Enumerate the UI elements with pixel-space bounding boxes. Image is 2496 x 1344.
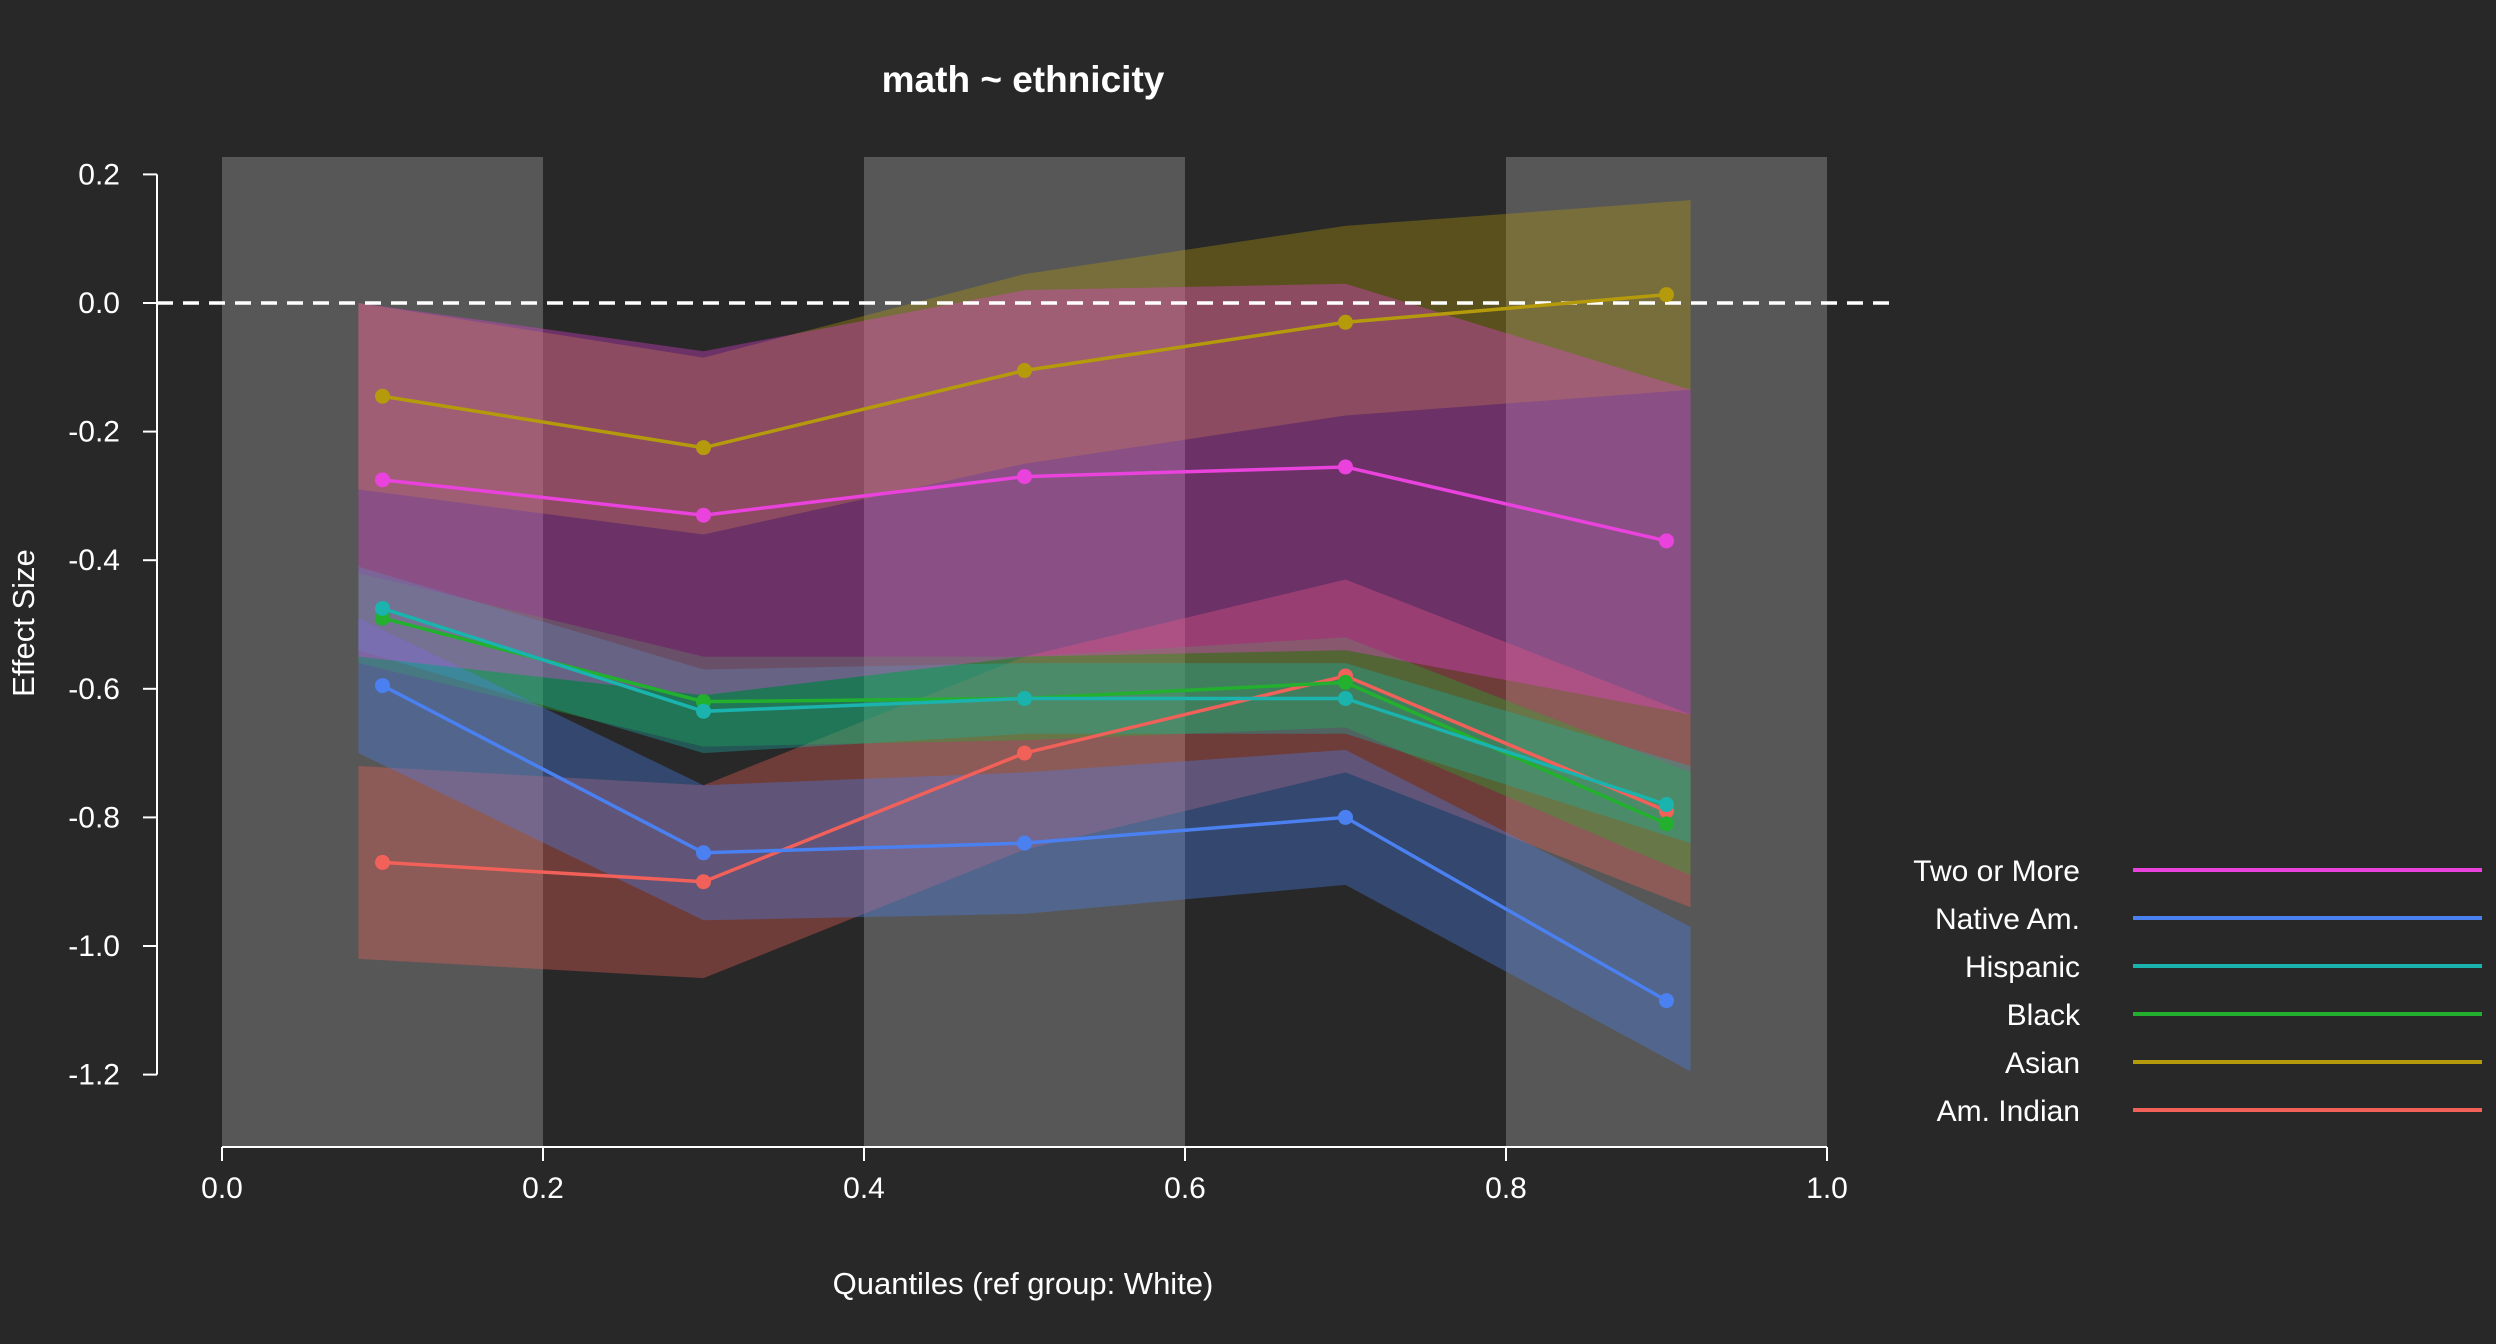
point-am-indian-2 xyxy=(1017,745,1032,761)
point-black-4 xyxy=(1659,816,1674,832)
point-two-or-more-4 xyxy=(1659,533,1674,549)
y-tick-label-1: 0.0 xyxy=(78,287,120,320)
point-hispanic-0 xyxy=(375,600,390,616)
y-tick-label-3: -0.4 xyxy=(68,544,120,577)
point-hispanic-2 xyxy=(1017,690,1032,706)
legend-label-asian: Asian xyxy=(2005,1047,2080,1080)
point-hispanic-4 xyxy=(1659,797,1674,813)
shaded-bands xyxy=(222,157,1827,1147)
ci-band-two-or-more xyxy=(358,283,1691,715)
point-black-3 xyxy=(1338,674,1353,690)
y-tick-label-6: -1.0 xyxy=(68,930,120,963)
point-native-am--0 xyxy=(375,678,390,694)
point-hispanic-3 xyxy=(1338,690,1353,706)
legend-label-hispanic: Hispanic xyxy=(1965,951,2080,984)
series-points xyxy=(375,287,1674,1009)
x-tick-label-0: 0.0 xyxy=(201,1172,243,1205)
legend-label-native-am-: Native Am. xyxy=(1935,903,2080,936)
y-tick-label-2: -0.2 xyxy=(68,416,120,449)
point-asian-3 xyxy=(1338,314,1353,330)
point-native-am--2 xyxy=(1017,835,1032,851)
chart-title: math ~ ethnicity xyxy=(882,59,1165,100)
legend-label-black: Black xyxy=(2007,999,2081,1032)
x-tick-label-4: 0.8 xyxy=(1485,1172,1527,1205)
point-hispanic-1 xyxy=(696,703,711,719)
shaded-band-2 xyxy=(1506,157,1827,1147)
y-axis-label: Effect Size xyxy=(6,549,41,697)
point-asian-1 xyxy=(696,440,711,456)
y-tick-label-0: 0.2 xyxy=(78,158,120,191)
point-two-or-more-3 xyxy=(1338,459,1353,475)
legend-label-am-indian: Am. Indian xyxy=(1937,1095,2080,1128)
axes: 0.0 0.2 0.4 0.6 0.8 1.0 0.2 0.0 -0.2 -0.4 -0.6 -0.8… xyxy=(68,158,1848,1205)
y-tick-label-5: -0.8 xyxy=(68,801,120,834)
point-asian-4 xyxy=(1659,287,1674,303)
point-native-am--4 xyxy=(1659,993,1674,1009)
shaded-band-1 xyxy=(864,157,1185,1147)
point-two-or-more-0 xyxy=(375,472,390,488)
x-tick-label-3: 0.6 xyxy=(1164,1172,1206,1205)
legend: Two or More Native Am. Hispanic Black Asian A… xyxy=(1913,855,2482,1128)
point-asian-2 xyxy=(1017,363,1032,379)
x-axis-label: Quantiles (ref group: White) xyxy=(833,1266,1214,1301)
x-tick-label-2: 0.4 xyxy=(843,1172,885,1205)
ci-band-black xyxy=(358,573,1691,876)
point-asian-0 xyxy=(375,388,390,404)
point-two-or-more-1 xyxy=(696,507,711,523)
legend-label-two-or-more: Two or More xyxy=(1913,855,2080,888)
x-tick-label-5: 1.0 xyxy=(1806,1172,1848,1205)
y-tick-label-7: -1.2 xyxy=(68,1059,120,1092)
point-am-indian-0 xyxy=(375,854,390,870)
point-two-or-more-2 xyxy=(1017,469,1032,485)
x-tick-label-1: 0.2 xyxy=(522,1172,564,1205)
y-tick-label-4: -0.6 xyxy=(68,673,120,706)
shaded-band-0 xyxy=(222,157,543,1147)
point-native-am--1 xyxy=(696,845,711,861)
point-am-indian-1 xyxy=(696,874,711,890)
point-native-am--3 xyxy=(1338,809,1353,825)
